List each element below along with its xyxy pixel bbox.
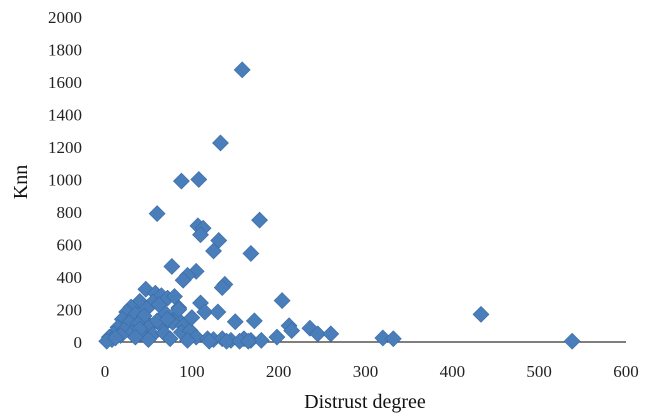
data-points [99, 62, 580, 349]
data-point [227, 314, 243, 330]
x-tick-label: 400 [440, 362, 466, 381]
x-tick-label: 100 [179, 362, 205, 381]
data-point [274, 293, 290, 309]
data-point [473, 306, 489, 322]
data-point [564, 333, 580, 349]
y-tick-label: 1600 [48, 73, 82, 92]
data-point [212, 135, 228, 151]
y-tick-label: 400 [57, 268, 83, 287]
data-point [269, 329, 285, 345]
y-axis-title: Knn [10, 165, 32, 199]
y-tick-label: 200 [57, 301, 83, 320]
data-point [243, 245, 259, 261]
y-tick-label: 1400 [48, 106, 82, 125]
data-point [149, 206, 165, 222]
data-point [252, 212, 268, 228]
x-tick-label: 0 [101, 362, 110, 381]
data-point [385, 331, 401, 347]
y-tick-label: 1800 [48, 41, 82, 60]
y-tick-label: 800 [57, 203, 83, 222]
x-tick-label: 300 [353, 362, 379, 381]
y-tick-label: 1000 [48, 171, 82, 190]
y-tick-label: 1200 [48, 138, 82, 157]
data-point [173, 173, 189, 189]
x-tick-label: 600 [613, 362, 639, 381]
data-point [246, 313, 262, 329]
y-tick-label: 0 [74, 333, 83, 352]
x-tick-labels: 0 100 200 300 400 500 600 [101, 362, 639, 381]
x-tick-label: 200 [266, 362, 292, 381]
data-point [234, 62, 250, 78]
x-axis-title: Distrust degree [304, 391, 426, 413]
x-tick-label: 500 [526, 362, 552, 381]
y-tick-labels: 0 200 400 600 800 1000 1200 1400 1600 1800 2000 [48, 8, 82, 352]
data-point [191, 172, 207, 188]
data-point [164, 258, 180, 274]
y-tick-label: 600 [57, 236, 83, 255]
data-point [323, 326, 339, 342]
y-tick-label: 2000 [48, 8, 82, 27]
data-point [210, 304, 226, 320]
